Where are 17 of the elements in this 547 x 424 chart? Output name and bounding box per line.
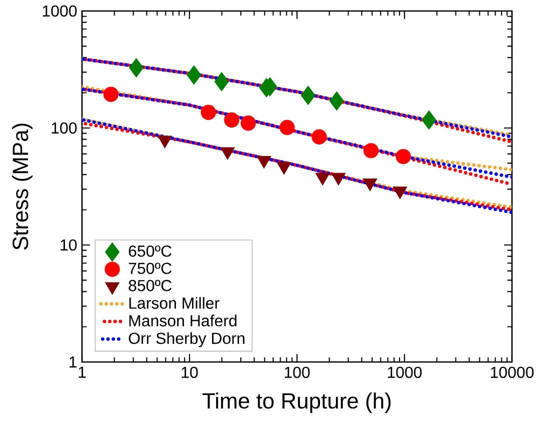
y-tick-label: 100 xyxy=(52,122,77,134)
legend-label: 650ºC xyxy=(128,245,172,257)
legend-label: 850ºC xyxy=(128,280,172,292)
legend-label: Orr Sherby Dorn xyxy=(128,332,244,348)
x-tick-label: 1000 xyxy=(388,366,422,378)
y-tick-label: 1000 xyxy=(42,5,77,17)
y-tick-label: 10 xyxy=(60,239,77,251)
y-tick-label: 1 xyxy=(70,356,77,368)
x-tick-label: 10000 xyxy=(490,366,534,378)
legend-label: Larson Miller xyxy=(129,297,220,309)
legend-label: 750ºC xyxy=(128,262,172,274)
legend-label: Manson Haferd xyxy=(129,314,236,326)
x-tick-label: 10 xyxy=(182,366,198,378)
x-axis-title: Time to Rupture (h) xyxy=(202,392,391,414)
x-tick-label: 1 xyxy=(78,366,86,378)
x-tick-label: 100 xyxy=(284,366,310,378)
y-axis-title: Stress (MPa) xyxy=(12,124,33,250)
